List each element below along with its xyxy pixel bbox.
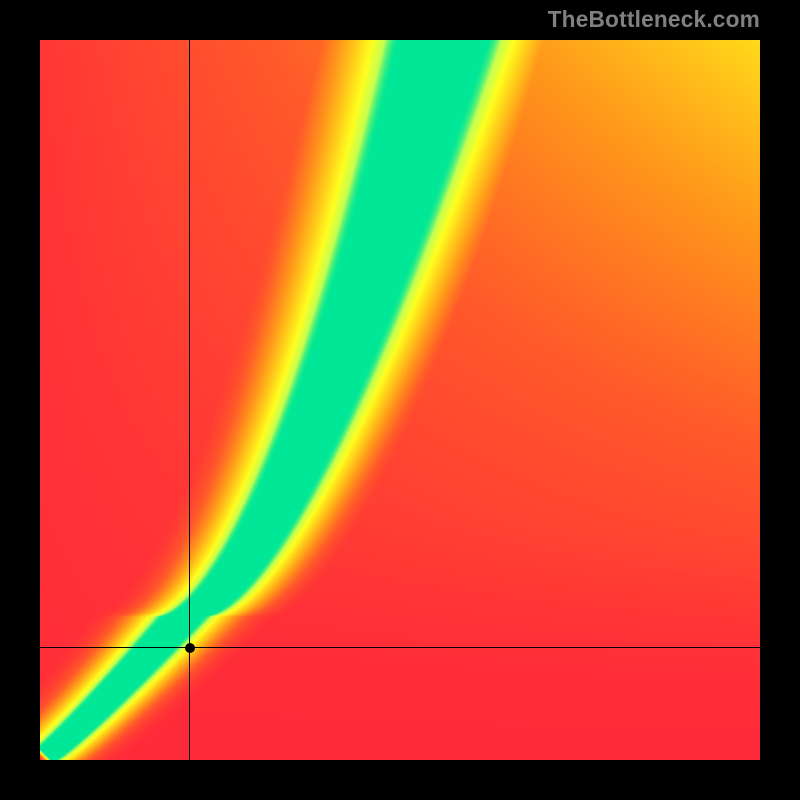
chart-container: TheBottleneck.com [0, 0, 800, 800]
watermark-text: TheBottleneck.com [548, 6, 760, 33]
heatmap-canvas [40, 40, 760, 760]
heatmap-plot [40, 40, 760, 760]
